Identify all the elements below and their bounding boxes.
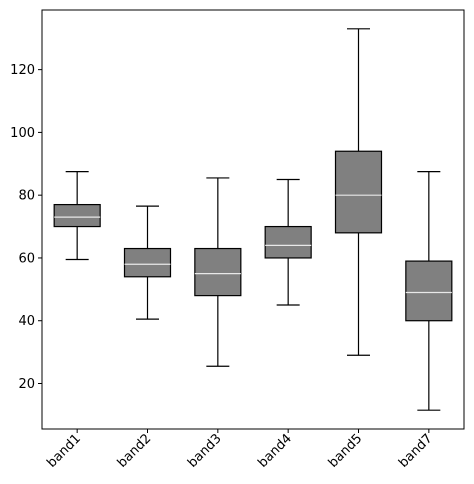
x-tick-label: band2 <box>115 431 155 471</box>
x-tick-label: band1 <box>44 431 84 471</box>
box-series <box>53 28 453 411</box>
box-iqr <box>53 203 101 228</box>
x-tick-label: band5 <box>326 431 366 471</box>
y-tick-label: 80 <box>18 189 35 204</box>
box-iqr <box>194 247 242 297</box>
box-iqr <box>405 260 453 322</box>
x-tick-label: band3 <box>185 431 225 471</box>
box-iqr <box>123 247 172 278</box>
y-tick-label: 60 <box>18 251 35 266</box>
y-tick-label: 100 <box>10 126 35 141</box>
box-iqr <box>334 150 383 234</box>
box-band1 <box>53 171 101 261</box>
x-axis: band1 band2 band3 band4 band5 band7 <box>44 429 436 471</box>
y-tick-label: 120 <box>10 63 35 78</box>
box-band5 <box>334 28 383 356</box>
y-axis: 20 40 60 80 100 120 <box>10 63 42 392</box>
box-band4 <box>264 178 312 306</box>
y-tick-label: 20 <box>18 377 35 392</box>
x-tick-label: band7 <box>396 431 436 471</box>
box-band2 <box>123 205 172 320</box>
plot-area <box>41 9 465 430</box>
y-tick-label: 40 <box>18 314 35 329</box>
box-band3 <box>194 177 242 367</box>
box-band7 <box>405 171 453 411</box>
x-tick-label: band4 <box>255 431 295 471</box>
box-iqr <box>264 225 312 259</box>
